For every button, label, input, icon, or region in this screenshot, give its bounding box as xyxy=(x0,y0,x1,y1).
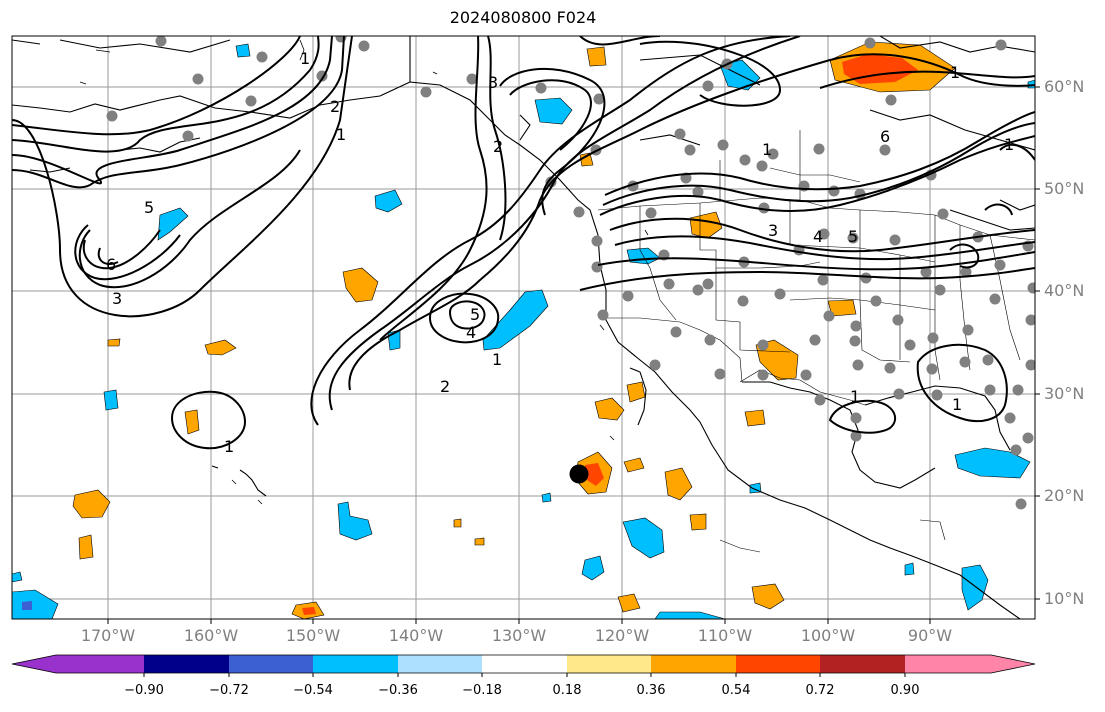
colorbar xyxy=(11,654,1036,677)
colorbar-segment xyxy=(313,655,398,673)
contour-label: 1 xyxy=(952,395,962,414)
contour-label: 2 xyxy=(330,97,340,116)
contour-label: 1 xyxy=(492,350,502,369)
lon-label: 90°W xyxy=(907,626,953,645)
colorbar-extend-low xyxy=(12,655,56,673)
contour-label: 3 xyxy=(768,221,778,240)
colorbar-tick-label: 0.72 xyxy=(805,683,835,698)
lon-label: 130°W xyxy=(491,626,547,645)
colorbar-tick-label: 0.36 xyxy=(636,683,666,698)
contour-label: 4 xyxy=(813,227,823,246)
colorbar-segment xyxy=(398,655,482,673)
colorbar-segment xyxy=(651,655,736,673)
contour-label: 2 xyxy=(440,377,450,396)
negative-anomaly-fills xyxy=(12,43,1035,619)
contour-label: 5 xyxy=(144,198,154,217)
colorbar-tick-label: −0.90 xyxy=(124,683,164,698)
contour-label: 1 xyxy=(1004,135,1014,154)
coastlines xyxy=(12,36,1035,619)
lon-label: 100°W xyxy=(800,626,856,645)
lat-label: 20°N xyxy=(1044,486,1085,505)
lon-label: 140°W xyxy=(388,626,444,645)
contour-label: 3 xyxy=(112,289,122,308)
contour-label: 5 xyxy=(470,305,480,324)
island-outlines xyxy=(79,39,649,505)
colorbar-tick-label: 0.18 xyxy=(552,683,582,698)
contour-lines xyxy=(12,36,1035,450)
colorbar-extend-high xyxy=(991,655,1035,673)
map-frame xyxy=(11,35,1036,620)
contour-label: 1 xyxy=(850,387,860,406)
contour-label-group: 1 2 1 6 5 3 5 2 1 3 4 2 1 1 1 1 3 4 5 6 … xyxy=(106,49,1014,456)
contour-label: 4 xyxy=(466,323,476,342)
colorbar-tick-label: −0.54 xyxy=(293,683,333,698)
contour-label: 1 xyxy=(950,63,960,82)
contour-label: 5 xyxy=(848,227,858,246)
lon-label: 160°W xyxy=(183,626,239,645)
lat-label: 60°N xyxy=(1044,77,1085,96)
contour-label: 1 xyxy=(300,49,310,68)
colorbar-tick-label: 0.90 xyxy=(890,683,920,698)
lon-label: 150°W xyxy=(285,626,341,645)
lat-label: 40°N xyxy=(1044,281,1085,300)
colorbar-segment xyxy=(229,655,313,673)
colorbar-tick-label: −0.18 xyxy=(462,683,502,698)
contour-label: 6 xyxy=(880,127,890,146)
lon-label: 170°W xyxy=(80,626,136,645)
colorbar-segment xyxy=(820,655,905,673)
map-title: 2024080800 F024 xyxy=(449,8,597,27)
axis-ticks xyxy=(107,86,1040,624)
contour-label: 1 xyxy=(336,125,346,144)
contour-label: 1 xyxy=(224,437,234,456)
location-marker xyxy=(569,464,589,484)
contour-label: 3 xyxy=(488,73,498,92)
colorbar-tick-label: −0.72 xyxy=(209,683,249,698)
colorbar-outline xyxy=(11,654,1036,674)
colorbar-segment xyxy=(56,655,144,673)
colorbar-tick-label: −0.36 xyxy=(378,683,418,698)
lon-label: 110°W xyxy=(697,626,753,645)
lat-label: 30°N xyxy=(1044,384,1085,403)
lat-label: 10°N xyxy=(1044,589,1085,608)
contour-label: 6 xyxy=(106,255,116,274)
colorbar-segment xyxy=(905,655,991,673)
lon-label: 120°W xyxy=(594,626,650,645)
colorbar-tick-label: 0.54 xyxy=(721,683,751,698)
colorbar-segment xyxy=(144,655,229,673)
colorbar-segment xyxy=(482,655,567,673)
colorbar-segment xyxy=(567,655,651,673)
contour-label: 1 xyxy=(762,140,772,159)
map-gridlines xyxy=(12,36,1035,619)
contour-label: 2 xyxy=(493,137,503,156)
lat-label: 50°N xyxy=(1044,179,1085,198)
colorbar-segment xyxy=(736,655,820,673)
